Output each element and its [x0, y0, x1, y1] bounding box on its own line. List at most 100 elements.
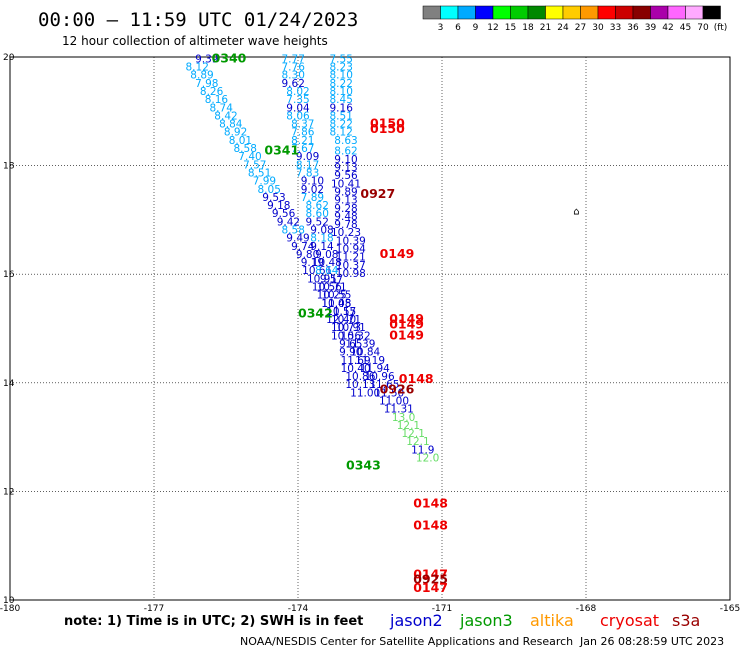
pass-time-label: 0147: [413, 566, 448, 581]
swh-value-label: 9.90: [339, 347, 362, 359]
pass-time-label: 0149: [380, 246, 415, 261]
x-axis-ticks: -180 -177 -174 -171 -168 -165: [0, 604, 740, 614]
swh-value-label: 10.13: [345, 379, 375, 391]
colorbar-swatch: [492, 5, 511, 20]
satellite-legend: jason2 jason3 altika cryosat s3a: [389, 611, 700, 630]
x-tick-label: -171: [432, 604, 452, 614]
pass-time-label: 0149: [389, 317, 424, 332]
colorbar-label: 6: [455, 23, 461, 33]
swh-value-label: 8.22: [330, 78, 353, 90]
colorbar-label: 15: [505, 23, 516, 33]
satellite-legend-s3a: s3a: [672, 611, 700, 630]
pass-time-label: 0150: [370, 116, 405, 131]
swh-value-label: 10.56: [312, 281, 342, 293]
swh-value-label: 8.62: [306, 200, 329, 212]
colorbar-swatch: [580, 5, 599, 20]
swh-value-label: 11.15: [326, 306, 356, 318]
swh-value-label: 10.48: [312, 257, 342, 269]
swh-value-label: 8.21: [291, 135, 314, 147]
x-tick-label: -168: [576, 604, 597, 614]
pass-time-label: 0926: [380, 382, 415, 397]
swh-value-label: 9.65: [339, 339, 362, 351]
y-tick-label: 18: [3, 162, 15, 172]
colorbar-swatch: [440, 5, 459, 20]
swh-value-label: 10.32: [341, 330, 371, 342]
swh-value-label: 7.86: [291, 127, 315, 139]
x-tick-label: -177: [144, 604, 164, 614]
colorbar-swatch: [597, 5, 616, 20]
colorbar-label: 30: [592, 23, 604, 33]
swh-value-label: 12.40: [326, 314, 356, 326]
swh-value-label: 12.1: [406, 436, 429, 448]
swh-value-label: 8.62: [334, 146, 357, 158]
swh-value-label: 9.52: [306, 216, 329, 228]
pass-time-label: 0148: [413, 517, 448, 532]
swh-value-label: 9.08: [310, 224, 333, 236]
x-tick-label: -165: [720, 604, 740, 614]
swh-value-label: 8.74: [210, 102, 234, 114]
swh-value-label: 8.42: [214, 110, 237, 122]
swh-value-label: 10.61: [302, 265, 332, 277]
swh-value-label: 11.00: [350, 387, 380, 399]
satellite-legend-jason2: jason2: [389, 611, 443, 630]
swh-value-label: 8.89: [190, 70, 213, 82]
swh-value-label: 8.18: [310, 233, 333, 245]
swh-values: 9.398.128.897.988.268.168.748.428.848.92…: [186, 53, 440, 464]
pass-time-label: 0340: [212, 50, 247, 65]
swh-value-label: 7.67: [291, 143, 314, 155]
swh-value-label: 7.83: [296, 167, 319, 179]
swh-value-label: 8.60: [306, 208, 329, 220]
swh-value-label: 11.45: [321, 298, 351, 310]
swh-value-label: 9.74: [291, 241, 315, 253]
swh-value-label: 9.49: [286, 233, 309, 245]
pass-time-label: 0150: [370, 121, 405, 136]
swh-value-label: 12.1: [402, 428, 425, 440]
swh-value-label: 10.73: [331, 322, 361, 334]
swh-value-label: 10.91: [307, 273, 337, 285]
pass-time-label: 0149: [389, 311, 424, 326]
y-tick-label: 10: [3, 596, 15, 606]
swh-value-label: 7.99: [253, 176, 276, 188]
swh-value-label: 11.50: [374, 387, 404, 399]
swh-value-label: 8.01: [229, 135, 252, 147]
swh-value-label: 11.19: [355, 355, 385, 367]
pass-time-label: 0925: [413, 572, 448, 587]
swh-value-label: 8.45: [330, 94, 353, 106]
swh-value-label: 11.9: [411, 444, 434, 456]
swh-value-label: 8.63: [334, 135, 357, 147]
swh-value-label: 7.55: [330, 53, 353, 65]
swh-value-label: 7.77: [282, 53, 305, 65]
swh-value-label: 8.58: [234, 143, 257, 155]
plot-frame: [9, 56, 731, 601]
swh-value-label: 10.55: [321, 290, 351, 302]
colorbar-swatch: [457, 5, 476, 20]
swh-value-label: 10.98: [336, 268, 366, 280]
footer-timestamp: Jan 26 08:28:59 UTC 2023: [579, 635, 724, 648]
swh-value-label: 9.04: [286, 102, 310, 114]
swh-value-label: 10.41: [331, 178, 361, 190]
colorbar-label: 42: [662, 23, 673, 33]
colorbar-swatch: [667, 5, 686, 20]
swh-value-label: 10.40: [341, 363, 371, 375]
colorbar-label: 24: [557, 23, 569, 33]
swh-value-label: 9.42: [277, 216, 300, 228]
swh-value-label: 9.28: [334, 203, 357, 215]
pass-time-label: 0927: [360, 186, 395, 201]
colorbar-swatch: [527, 5, 546, 20]
swh-value-label: 8.58: [282, 224, 305, 236]
colorbar-label: 21: [540, 23, 551, 33]
swh-value-label: 11.00: [379, 396, 409, 408]
swh-value-label: 8.92: [224, 127, 247, 139]
swh-value-label: 8.64: [315, 265, 339, 277]
pass-time-label: 0343: [346, 458, 381, 473]
swh-value-label: 7.57: [243, 159, 266, 171]
color-scale-legend: 3 6 9 12 15 18 21 24 27 30 33 36 39 42 45 70 (ft): [422, 5, 728, 33]
swh-value-label: 9.57: [320, 273, 343, 285]
colorbar-label: 18: [522, 23, 534, 33]
footer-credit: NOAA/NESDIS Center for Satellite Applica…: [240, 635, 573, 648]
colorbar-label: 33: [610, 23, 621, 33]
swh-value-label: 10.57: [326, 306, 356, 318]
swh-value-label: 10.91: [336, 322, 366, 334]
swh-value-label: 7.76: [282, 62, 306, 74]
colorbar-label: (ft): [714, 23, 728, 33]
